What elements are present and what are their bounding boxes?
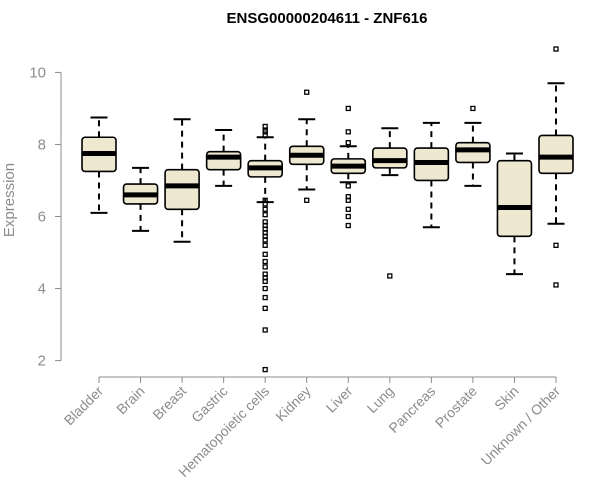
y-tick-label: 4 (38, 281, 46, 298)
outlier-point (262, 237, 268, 243)
outlier-point (345, 140, 351, 146)
outlier-point (262, 366, 268, 373)
x-tick-label: Liver (323, 383, 356, 416)
x-tick-label: Lung (364, 383, 397, 416)
box-group (455, 105, 491, 187)
outlier-point (345, 105, 351, 112)
y-tick-label: 10 (29, 64, 46, 81)
outlier-point (262, 258, 268, 265)
y-tick-label: 2 (38, 353, 46, 370)
outlier-point (553, 242, 559, 248)
box-group (413, 121, 450, 229)
box-iqr (455, 141, 491, 164)
x-tick-label: Prostate (432, 383, 480, 431)
box-iqr (372, 147, 408, 169)
y-axis: 2 4 6 8 10 (29, 64, 62, 370)
outlier-point (262, 251, 268, 257)
outlier-point (387, 273, 393, 279)
box-group (288, 89, 325, 203)
x-tick-label: Skin (491, 383, 522, 414)
outlier-point (262, 264, 268, 270)
box-group (205, 129, 242, 187)
x-tick-label: Breast (149, 383, 189, 423)
box-iqr (164, 168, 200, 211)
outlier-point (262, 327, 268, 333)
x-tick-label: Brain (113, 383, 147, 417)
outlier-point (262, 242, 268, 248)
outlier-point (262, 201, 268, 207)
box-group (122, 166, 159, 232)
outlier-point (345, 129, 351, 135)
box-group (164, 118, 200, 243)
x-tick-label: Kidney (272, 383, 314, 425)
box-group (81, 116, 117, 214)
outlier-point (262, 278, 268, 284)
outlier-point (262, 132, 268, 139)
outlier-point (304, 89, 310, 95)
outlier-point (345, 183, 351, 189)
outlier-point (345, 213, 351, 220)
x-tick-label: Bladder (61, 383, 107, 429)
outlier-point (345, 222, 351, 229)
box-group (247, 123, 283, 373)
outlier-point (345, 206, 351, 212)
outlier-point (262, 294, 268, 301)
box-group (538, 46, 574, 288)
outlier-point (345, 197, 351, 203)
outlier-point (262, 212, 268, 218)
y-axis-label: Expression (1, 163, 18, 237)
outlier-point (262, 305, 268, 312)
box-group (372, 127, 408, 279)
y-tick-label: 8 (38, 136, 46, 153)
outlier-point (304, 197, 310, 203)
outlier-point (553, 46, 559, 52)
outlier-point (553, 282, 559, 288)
box-group (330, 105, 367, 229)
chart-title: ENSG00000204611 - ZNF616 (227, 10, 428, 27)
box-group (496, 152, 533, 276)
box-iqr (538, 134, 574, 175)
outlier-point (262, 206, 268, 212)
box-series (81, 46, 574, 373)
box-iqr (496, 159, 533, 238)
y-tick-label: 6 (38, 209, 46, 226)
x-tick-label: Unknown / Other (478, 383, 564, 469)
outlier-point (470, 105, 476, 112)
outlier-point (262, 285, 268, 292)
box-iqr (205, 150, 242, 171)
